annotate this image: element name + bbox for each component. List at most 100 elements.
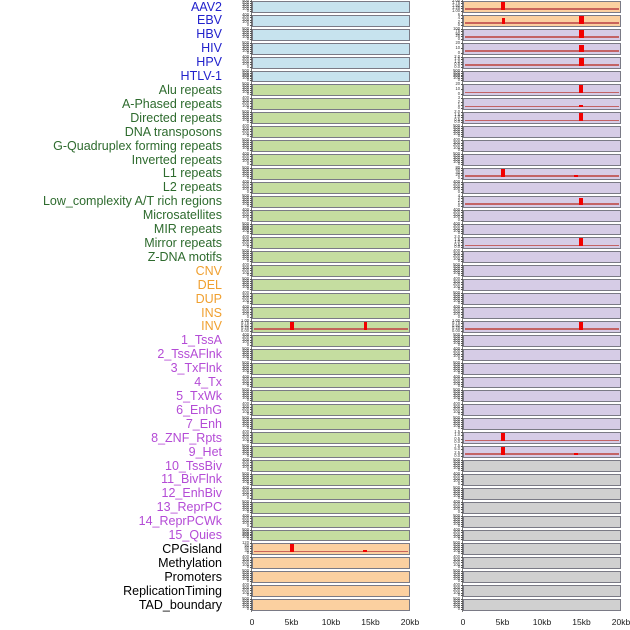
track-left [252,390,410,403]
y-axis-tick-label: 2.00 [452,0,460,3]
track-baseline [465,119,619,122]
y-axis-tick-mark [250,251,252,253]
y-axis-tick-mark [250,148,252,150]
y-axis-tick-mark [461,237,463,239]
y-axis-tick-label: 0.75 [241,320,249,326]
y-axis-tick-label: 200 [242,183,249,189]
y-axis-tick-mark [461,299,463,301]
y-axis-tick-mark [461,438,463,440]
y-axis-tick-mark [461,348,463,350]
y-axis-tick-mark [250,303,252,304]
y-axis-tick-label: 0 [457,578,460,584]
y-axis-tick-mark [461,603,463,605]
y-axis-tick-label: 0 [246,105,249,111]
y-axis-tick-label: 80 [455,164,460,170]
y-axis-tick-mark [461,362,463,364]
y-axis-tick-mark [461,214,463,216]
y-axis-tick-mark [461,251,463,253]
y-axis-tick-label: 400 [242,262,249,268]
track-right [463,195,621,208]
y-axis-tick-mark [250,469,252,471]
track-plot-area [463,98,621,111]
y-axis-tick-label: 100 [453,186,460,192]
y-axis-tick-mark [250,316,252,318]
y-axis-tick-mark [461,128,463,130]
track-right [463,543,621,556]
track-plot-area [252,334,410,347]
y-axis-tick-mark [250,259,252,261]
y-axis-tick-mark [461,461,463,463]
y-axis-tick-label: 500 [242,164,249,170]
y-axis-tick-mark [461,476,463,478]
track-plot-area [252,279,410,292]
y-axis-tick-mark [461,467,463,469]
y-axis-tick-label: 400 [242,373,249,379]
y-axis-tick-label: 100 [453,25,460,31]
y-axis-tick-mark [461,585,463,587]
track-right [463,348,621,361]
y-axis-tick-mark [250,473,252,475]
y-axis-tick-label: 400 [242,598,249,604]
y-axis-tick-mark [461,323,463,325]
y-axis-tick-mark [250,281,252,283]
y-axis-tick-mark [250,289,252,291]
y-axis-tick-label: 500 [242,25,249,31]
y-axis-tick-mark [250,539,252,541]
y-axis-tick-label: 200 [242,421,249,427]
y-axis-tick-mark [461,398,463,400]
track-baseline [465,453,619,455]
y-axis-tick-label: 200 [453,253,460,259]
y-axis-tick-label: 100 [242,576,249,582]
track-plot-area [463,209,621,222]
y-axis-tick-label: 0 [246,160,249,166]
y-axis-tick-label: 0 [246,313,249,319]
left-y-axis: 0 100 200 300 400 500 0 100 200 300 400 0 100 200 300 4… [226,0,252,612]
y-axis-tick-label: 500 [242,192,249,198]
y-axis-tick-label: 500 [242,359,249,365]
y-axis-tick-mark [250,339,252,341]
y-axis-tick-mark [250,330,252,332]
track-left [252,557,410,570]
y-axis-tick-mark [461,247,463,249]
y-axis-tick-mark [250,131,252,133]
y-axis-tick-mark [250,364,252,366]
track-label: L1 repeats [162,166,222,181]
track-plot-area [252,251,410,264]
y-axis-tick-label: 1.75 [452,0,460,6]
y-axis-tick-mark [461,167,463,169]
track-baseline [465,22,619,24]
y-axis-tick-label: 300 [242,43,249,49]
track-label: Low_complexity A/T rich regions [42,194,222,209]
y-axis-tick-mark [250,448,252,450]
y-axis-tick-label: 300 [242,306,249,312]
y-axis-tick-label: 500 [242,415,249,421]
y-axis-tick-label: 400 [242,69,249,75]
y-axis-tick-label: 0 [246,341,249,347]
track-label: DUP [195,291,222,306]
y-axis-tick-mark [250,348,252,350]
track-right [463,140,621,152]
data-bar [579,105,583,108]
data-bar [579,321,583,330]
y-axis-tick-label: 200 [242,128,249,134]
data-bar [578,44,584,52]
y-axis-tick-mark [250,195,252,197]
track-label: G-Quadruplex forming repeats [53,138,222,153]
y-axis-tick-mark [250,50,252,52]
y-axis-tick-label: 60 [455,167,460,173]
track-label: 3_TxFlnk [170,361,222,376]
y-axis-tick-mark [250,497,252,499]
y-axis-tick-label: 100 [453,131,460,137]
y-axis-tick-label: 500 [453,484,460,490]
y-axis-tick-label: 300 [242,447,249,453]
track-right [463,56,621,69]
y-axis-tick-mark [461,52,463,54]
y-axis-tick-mark [250,10,252,12]
y-axis-tick-mark [250,354,252,356]
y-axis-tick-mark [250,585,252,587]
y-axis-tick-mark [250,14,252,16]
track-plot-area [252,362,410,375]
y-axis-tick-label: 300 [242,252,249,258]
track-label: Mirror repeats [144,236,222,250]
y-axis-tick-label: 200 [453,462,460,468]
